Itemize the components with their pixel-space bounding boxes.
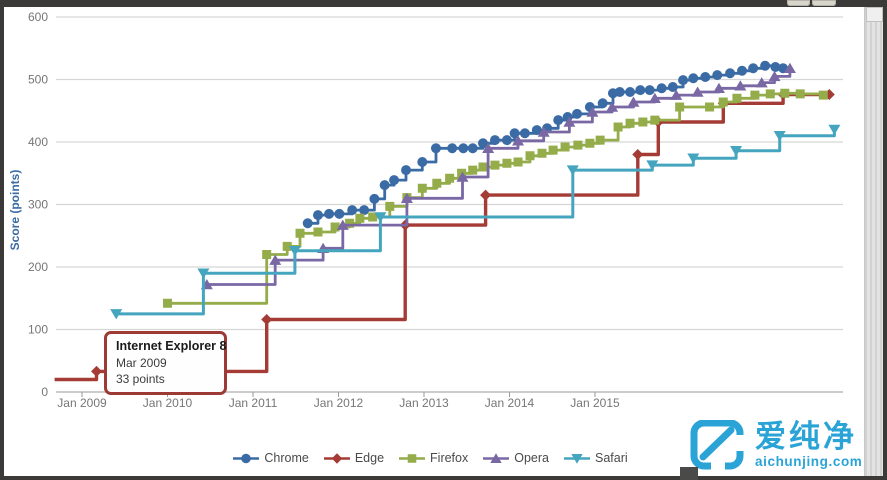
svg-text:Jan 2011: Jan 2011 — [229, 396, 278, 410]
window-left-edge — [0, 0, 4, 480]
legend-label: Firefox — [430, 451, 469, 465]
svg-text:Jan 2010: Jan 2010 — [143, 396, 193, 410]
y-axis-title: Score (points) — [8, 169, 22, 251]
gridlines: 0 100 200 300 400 500 600 — [28, 10, 843, 399]
legend-label: Opera — [514, 451, 549, 465]
safari-marker-icon — [563, 453, 590, 464]
svg-text:Jan 2013: Jan 2013 — [399, 396, 449, 410]
svg-text:Jan 2014: Jan 2014 — [485, 396, 535, 410]
x-axis: Jan 2009 Jan 2010 Jan 2011 Jan 2012 Jan 2013… — [57, 392, 620, 410]
window-button-left[interactable] — [787, 0, 810, 6]
svg-text:600: 600 — [28, 10, 48, 24]
svg-text:Jan 2012: Jan 2012 — [314, 396, 364, 410]
edge-marker-icon — [323, 452, 350, 464]
tooltip-title: Internet Explorer 8 — [116, 339, 227, 353]
watermark-domain: aichunjing.com — [755, 454, 863, 469]
svg-text:Jan 2009: Jan 2009 — [57, 396, 107, 410]
svg-text:400: 400 — [28, 135, 48, 149]
series-opera[interactable] — [200, 62, 796, 290]
window-button-right[interactable] — [812, 0, 836, 6]
legend-item-safari[interactable]: Safari — [563, 451, 628, 465]
opera-marker-icon — [483, 452, 510, 463]
svg-text:Jan 2015: Jan 2015 — [570, 396, 620, 410]
legend-label: Chrome — [264, 451, 309, 465]
legend-label: Edge — [354, 451, 385, 465]
window-bottom-edge — [0, 476, 887, 480]
aichunjing-logo-icon — [690, 420, 746, 470]
svg-text:500: 500 — [28, 73, 48, 87]
legend-item-edge[interactable]: Edge — [323, 451, 385, 465]
watermark[interactable]: 爱纯净 aichunjing.com — [690, 420, 862, 470]
chart-legend: Chrome Edge Firefox Opera Safari — [0, 451, 874, 465]
svg-text:200: 200 — [28, 260, 48, 274]
chart-tooltip: Internet Explorer 8 Mar 2009 33 points — [104, 331, 227, 395]
series-chrome[interactable] — [302, 60, 789, 229]
tooltip-value: 33 points — [116, 372, 165, 386]
legend-item-chrome[interactable]: Chrome — [233, 451, 309, 465]
firefox-marker-icon — [399, 453, 426, 463]
watermark-chinese-text: 爱纯净 — [755, 419, 857, 454]
window-top-bar — [0, 0, 887, 7]
legend-label: Safari — [594, 451, 628, 465]
series-firefox[interactable] — [163, 88, 828, 308]
watermark-text: 爱纯净 aichunjing.com — [755, 419, 863, 470]
legend-item-opera[interactable]: Opera — [483, 451, 549, 465]
vertical-scrollbar[interactable] — [864, 7, 884, 476]
svg-text:0: 0 — [41, 385, 48, 399]
tooltip-date: Mar 2009 — [116, 356, 167, 370]
taskbar-fragment — [680, 467, 698, 480]
scrollbar-up-button[interactable] — [866, 7, 883, 22]
series-safari[interactable] — [110, 124, 841, 320]
svg-text:100: 100 — [28, 323, 48, 337]
svg-text:300: 300 — [28, 198, 48, 212]
chrome-marker-icon — [233, 453, 260, 463]
legend-item-firefox[interactable]: Firefox — [399, 451, 468, 465]
window-right-edge — [883, 0, 887, 480]
